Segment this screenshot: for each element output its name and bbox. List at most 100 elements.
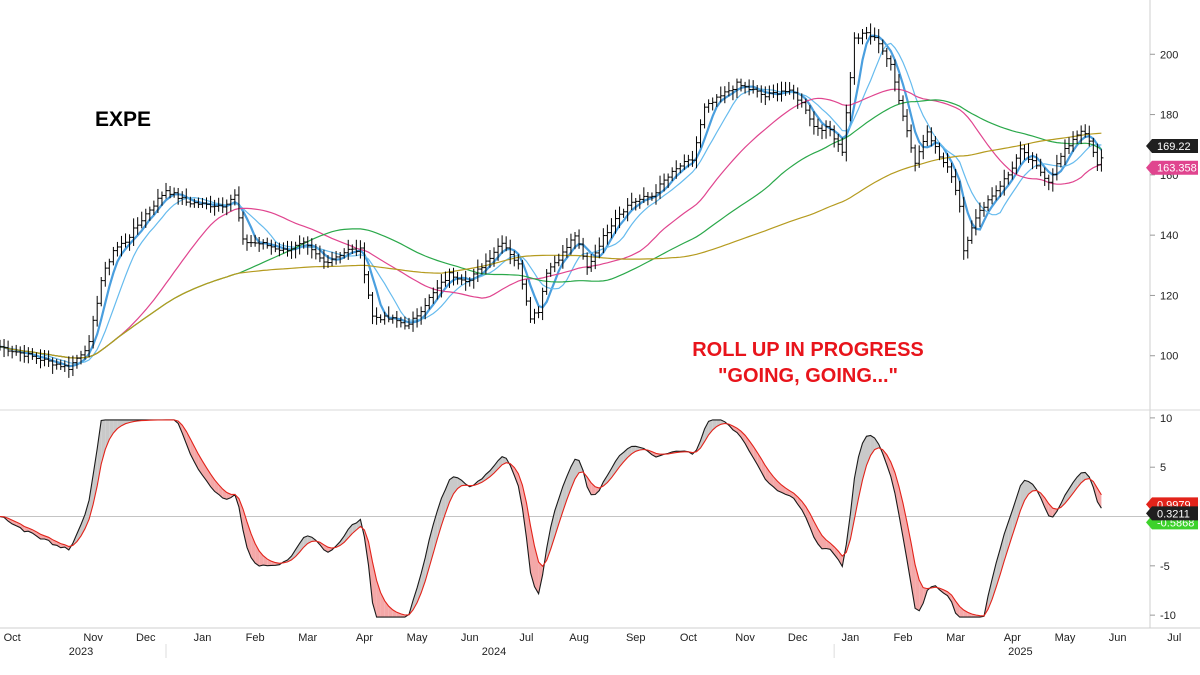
ohlc-bar xyxy=(261,239,266,250)
ohlc-bar xyxy=(204,197,209,210)
ohlc-bar xyxy=(909,124,914,153)
oscillator-fill xyxy=(494,460,499,474)
ohlc-bar xyxy=(208,195,213,213)
ohlc-bar xyxy=(986,195,991,211)
ohlc-bar xyxy=(573,231,577,250)
ohlc-bar xyxy=(828,120,833,137)
ohlc-bar xyxy=(896,74,901,105)
ohlc-bar xyxy=(402,316,407,330)
oscillator-fill xyxy=(518,473,523,508)
ohlc-bar xyxy=(556,253,561,267)
ohlc-bar xyxy=(888,55,893,71)
oscillator-fill xyxy=(571,459,575,489)
ohlc-bar xyxy=(702,103,707,129)
ohlc-bar xyxy=(917,145,922,168)
ohlc-bar xyxy=(734,78,739,98)
ohlc-bar xyxy=(151,200,156,216)
ohlc-bar xyxy=(451,267,456,286)
ohlc-bar xyxy=(115,241,120,257)
ohlc-bar xyxy=(1030,152,1035,170)
oscillator-fill xyxy=(595,486,600,495)
ohlc-bar xyxy=(70,355,75,377)
oscillator-fill xyxy=(190,438,195,462)
ohlc-bar xyxy=(277,242,282,257)
ohlc-bar xyxy=(334,250,339,265)
ohlc-bar xyxy=(483,253,488,275)
moving-average-line xyxy=(0,88,1102,359)
ohlc-bar xyxy=(925,125,930,147)
ohlc-bar xyxy=(1075,130,1080,144)
ohlc-bar xyxy=(686,154,691,168)
ohlc-bar xyxy=(811,111,816,135)
ohlc-bar xyxy=(180,191,185,205)
month-label: Sep xyxy=(626,632,646,644)
ohlc-bar xyxy=(382,311,387,325)
ohlc-bar xyxy=(560,244,565,269)
ohlc-bar xyxy=(876,29,881,54)
oscillator-fill xyxy=(797,496,802,510)
year-label: 2023 xyxy=(69,646,93,658)
ohlc-bar xyxy=(840,137,845,156)
ohlc-bar xyxy=(220,197,225,214)
price-tick-label: 140 xyxy=(1160,230,1178,242)
ohlc-bar xyxy=(212,199,217,216)
ohlc-bar xyxy=(824,120,829,139)
ohlc-bar xyxy=(633,197,638,211)
oscillator-fill xyxy=(858,443,863,499)
ohlc-bar xyxy=(698,119,703,148)
ohlc-bar xyxy=(1006,171,1011,185)
ohlc-bar xyxy=(46,350,51,367)
price-tick-label: 200 xyxy=(1160,49,1178,61)
oscillator-fill xyxy=(328,547,332,553)
ohlc-bar xyxy=(617,206,622,229)
price-tick-label: 180 xyxy=(1160,110,1178,122)
ohlc-bar xyxy=(447,268,452,288)
ohlc-bar xyxy=(330,251,335,267)
ohlc-bar xyxy=(921,134,926,160)
osc-label-mid-box xyxy=(1146,506,1198,521)
year-label: 2024 xyxy=(482,646,506,658)
ohlc-bar xyxy=(613,209,618,234)
oscillator-fill xyxy=(441,489,446,526)
oscillator-fill xyxy=(619,452,624,467)
ohlc-bar xyxy=(289,241,294,259)
ohlc-bar xyxy=(305,236,310,255)
ohlc-bar xyxy=(662,173,667,192)
ohlc-bar xyxy=(427,294,432,310)
ohlc-bar xyxy=(411,311,416,332)
ohlc-bar xyxy=(192,198,197,208)
month-label: Jun xyxy=(1109,632,1127,644)
oscillator-fill xyxy=(996,548,1001,588)
ohlc-bar xyxy=(354,239,359,256)
ohlc-bar xyxy=(281,242,286,254)
ohlc-bar xyxy=(694,136,699,169)
oscillator-fill xyxy=(967,612,972,618)
ohlc-bar xyxy=(131,218,136,246)
ohlc-bar xyxy=(1099,149,1104,172)
osc-label-mid-text: 0.3211 xyxy=(1157,508,1190,520)
ohlc-bar xyxy=(739,78,744,92)
ohlc-bar xyxy=(321,249,326,269)
oscillator-fill xyxy=(121,419,126,426)
ohlc-bar xyxy=(621,208,626,218)
ohlc-bar xyxy=(730,85,735,101)
ohlc-bar xyxy=(200,197,205,208)
oscillator-fill xyxy=(243,509,247,548)
ohlc-bar xyxy=(767,85,772,101)
ohlc-bar xyxy=(658,175,663,199)
ohlc-bar xyxy=(508,239,513,265)
ohlc-bar xyxy=(860,29,865,45)
ohlc-bar xyxy=(795,87,800,109)
ohlc-bar xyxy=(726,81,731,97)
oscillator-fill xyxy=(255,543,260,566)
ohlc-bar xyxy=(293,241,298,259)
month-label: Oct xyxy=(680,632,697,644)
ohlc-bar xyxy=(245,234,250,251)
oscillator-fill xyxy=(89,475,94,520)
ohlc-bar xyxy=(629,192,634,211)
ohlc-bar xyxy=(224,199,229,216)
ohlc-bar xyxy=(645,191,650,206)
ohlc-bar xyxy=(1050,168,1055,192)
ohlc-bar xyxy=(977,202,982,228)
